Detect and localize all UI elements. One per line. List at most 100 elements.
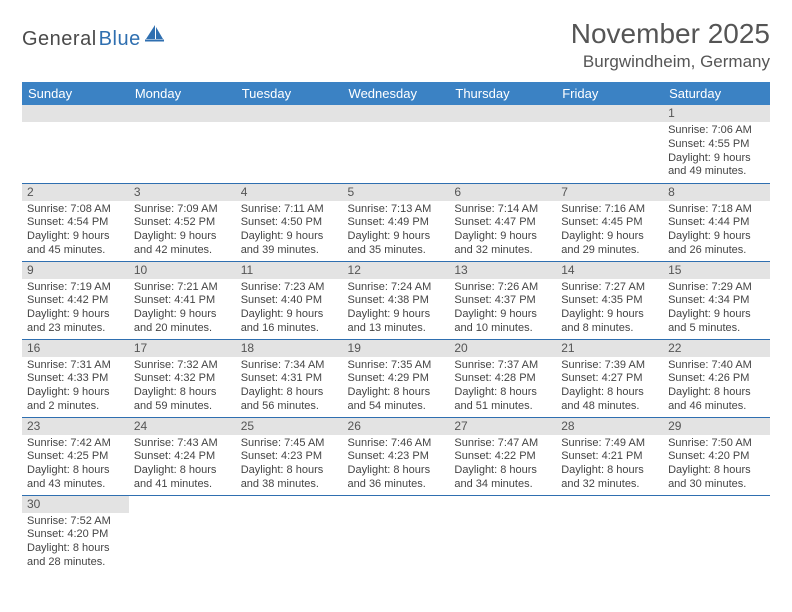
logo-word-2: Blue: [99, 28, 141, 51]
day-line-sr: Sunrise: 7:14 AM: [454, 203, 551, 217]
weekday-header: Sunday: [22, 82, 129, 105]
logo: General Blue: [22, 18, 165, 55]
day-details: Sunrise: 7:35 AMSunset: 4:29 PMDaylight:…: [343, 357, 450, 417]
day-line-sr: Sunrise: 7:37 AM: [454, 359, 551, 373]
day-line-dl1: Daylight: 8 hours: [668, 386, 765, 400]
day-line-dl2: and 28 minutes.: [27, 556, 124, 570]
day-line-sr: Sunrise: 7:45 AM: [241, 437, 338, 451]
day-line-ss: Sunset: 4:47 PM: [454, 216, 551, 230]
weekday-header: Tuesday: [236, 82, 343, 105]
calendar-cell: 23Sunrise: 7:42 AMSunset: 4:25 PMDayligh…: [22, 417, 129, 495]
day-line-ss: Sunset: 4:24 PM: [134, 450, 231, 464]
calendar-cell: [343, 495, 450, 573]
day-line-dl2: and 32 minutes.: [561, 478, 658, 492]
day-details: Sunrise: 7:45 AMSunset: 4:23 PMDaylight:…: [236, 435, 343, 495]
day-number: 1: [663, 105, 770, 122]
day-number: 10: [129, 262, 236, 279]
day-details: Sunrise: 7:21 AMSunset: 4:41 PMDaylight:…: [129, 279, 236, 339]
day-line-ss: Sunset: 4:42 PM: [27, 294, 124, 308]
day-line-sr: Sunrise: 7:16 AM: [561, 203, 658, 217]
day-number: 12: [343, 262, 450, 279]
day-line-dl2: and 48 minutes.: [561, 400, 658, 414]
calendar-cell: 28Sunrise: 7:49 AMSunset: 4:21 PMDayligh…: [556, 417, 663, 495]
calendar-cell: 30Sunrise: 7:52 AMSunset: 4:20 PMDayligh…: [22, 495, 129, 573]
day-line-dl1: Daylight: 8 hours: [241, 386, 338, 400]
day-details: Sunrise: 7:34 AMSunset: 4:31 PMDaylight:…: [236, 357, 343, 417]
day-line-dl1: Daylight: 9 hours: [134, 230, 231, 244]
day-line-ss: Sunset: 4:54 PM: [27, 216, 124, 230]
day-details: Sunrise: 7:37 AMSunset: 4:28 PMDaylight:…: [449, 357, 556, 417]
day-line-dl1: Daylight: 8 hours: [668, 464, 765, 478]
day-line-sr: Sunrise: 7:24 AM: [348, 281, 445, 295]
day-line-dl2: and 42 minutes.: [134, 244, 231, 258]
day-line-ss: Sunset: 4:38 PM: [348, 294, 445, 308]
day-details: Sunrise: 7:06 AMSunset: 4:55 PMDaylight:…: [663, 122, 770, 182]
calendar-cell: [556, 495, 663, 573]
day-line-dl2: and 46 minutes.: [668, 400, 765, 414]
day-line-ss: Sunset: 4:45 PM: [561, 216, 658, 230]
calendar-cell: 1Sunrise: 7:06 AMSunset: 4:55 PMDaylight…: [663, 105, 770, 183]
day-line-dl2: and 26 minutes.: [668, 244, 765, 258]
calendar-week-row: 9Sunrise: 7:19 AMSunset: 4:42 PMDaylight…: [22, 261, 770, 339]
day-details: Sunrise: 7:47 AMSunset: 4:22 PMDaylight:…: [449, 435, 556, 495]
calendar-cell: 4Sunrise: 7:11 AMSunset: 4:50 PMDaylight…: [236, 183, 343, 261]
day-number: 25: [236, 418, 343, 435]
day-line-sr: Sunrise: 7:23 AM: [241, 281, 338, 295]
day-line-dl2: and 54 minutes.: [348, 400, 445, 414]
day-number: 3: [129, 184, 236, 201]
day-line-sr: Sunrise: 7:09 AM: [134, 203, 231, 217]
weekday-header: Thursday: [449, 82, 556, 105]
day-line-dl1: Daylight: 9 hours: [241, 308, 338, 322]
day-line-dl1: Daylight: 9 hours: [27, 230, 124, 244]
day-line-dl2: and 32 minutes.: [454, 244, 551, 258]
day-number: 30: [22, 496, 129, 513]
day-details: Sunrise: 7:46 AMSunset: 4:23 PMDaylight:…: [343, 435, 450, 495]
day-number: 17: [129, 340, 236, 357]
day-line-dl1: Daylight: 8 hours: [27, 542, 124, 556]
weekday-header: Saturday: [663, 82, 770, 105]
calendar-cell: 12Sunrise: 7:24 AMSunset: 4:38 PMDayligh…: [343, 261, 450, 339]
day-line-sr: Sunrise: 7:47 AM: [454, 437, 551, 451]
day-line-dl1: Daylight: 9 hours: [134, 308, 231, 322]
day-details: Sunrise: 7:26 AMSunset: 4:37 PMDaylight:…: [449, 279, 556, 339]
day-line-sr: Sunrise: 7:46 AM: [348, 437, 445, 451]
day-line-ss: Sunset: 4:50 PM: [241, 216, 338, 230]
day-line-ss: Sunset: 4:55 PM: [668, 138, 765, 152]
day-line-dl2: and 59 minutes.: [134, 400, 231, 414]
calendar-cell: [343, 105, 450, 183]
day-line-ss: Sunset: 4:23 PM: [241, 450, 338, 464]
day-line-ss: Sunset: 4:40 PM: [241, 294, 338, 308]
day-line-ss: Sunset: 4:22 PM: [454, 450, 551, 464]
day-details: Sunrise: 7:52 AMSunset: 4:20 PMDaylight:…: [22, 513, 129, 573]
day-line-dl2: and 10 minutes.: [454, 322, 551, 336]
day-number: 8: [663, 184, 770, 201]
day-number: 26: [343, 418, 450, 435]
calendar-cell: 9Sunrise: 7:19 AMSunset: 4:42 PMDaylight…: [22, 261, 129, 339]
day-line-ss: Sunset: 4:37 PM: [454, 294, 551, 308]
day-line-sr: Sunrise: 7:26 AM: [454, 281, 551, 295]
day-number: 20: [449, 340, 556, 357]
calendar-cell: 17Sunrise: 7:32 AMSunset: 4:32 PMDayligh…: [129, 339, 236, 417]
day-line-sr: Sunrise: 7:32 AM: [134, 359, 231, 373]
day-number: 9: [22, 262, 129, 279]
day-line-dl2: and 41 minutes.: [134, 478, 231, 492]
day-line-dl1: Daylight: 8 hours: [561, 386, 658, 400]
location-label: Burgwindheim, Germany: [571, 52, 770, 72]
day-number: 24: [129, 418, 236, 435]
calendar-cell: [449, 495, 556, 573]
day-line-dl2: and 2 minutes.: [27, 400, 124, 414]
day-line-ss: Sunset: 4:44 PM: [668, 216, 765, 230]
day-details: Sunrise: 7:14 AMSunset: 4:47 PMDaylight:…: [449, 201, 556, 261]
day-line-dl1: Daylight: 9 hours: [561, 230, 658, 244]
day-details: Sunrise: 7:24 AMSunset: 4:38 PMDaylight:…: [343, 279, 450, 339]
day-details: Sunrise: 7:11 AMSunset: 4:50 PMDaylight:…: [236, 201, 343, 261]
day-line-dl2: and 30 minutes.: [668, 478, 765, 492]
day-line-dl2: and 16 minutes.: [241, 322, 338, 336]
day-number: 18: [236, 340, 343, 357]
calendar-cell: 5Sunrise: 7:13 AMSunset: 4:49 PMDaylight…: [343, 183, 450, 261]
day-line-dl2: and 8 minutes.: [561, 322, 658, 336]
day-number: 7: [556, 184, 663, 201]
calendar-table: Sunday Monday Tuesday Wednesday Thursday…: [22, 82, 770, 573]
calendar-cell: 11Sunrise: 7:23 AMSunset: 4:40 PMDayligh…: [236, 261, 343, 339]
day-details: Sunrise: 7:32 AMSunset: 4:32 PMDaylight:…: [129, 357, 236, 417]
